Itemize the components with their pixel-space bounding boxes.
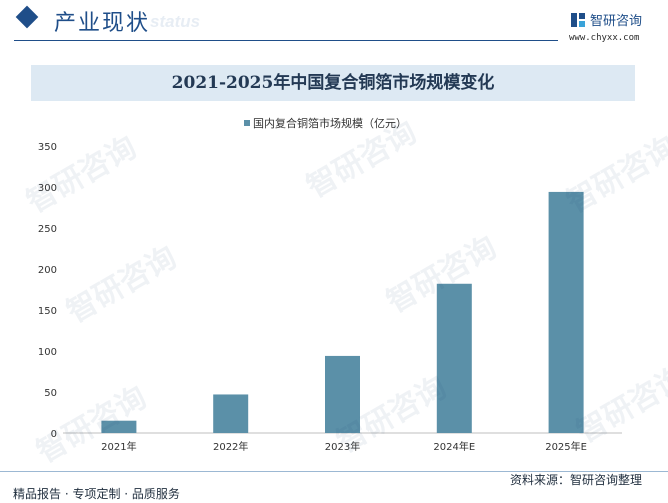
x-tick-label: 2025年E — [545, 440, 587, 453]
y-tick-label: 200 — [38, 265, 57, 276]
logo-icon — [571, 13, 585, 27]
y-tick-label: 150 — [38, 306, 57, 317]
legend-swatch — [244, 120, 250, 126]
header-divider — [14, 40, 558, 41]
x-tick-label: 2022年 — [213, 440, 248, 453]
footer-slogan: 精品报告 · 专项定制 · 品质服务 — [13, 487, 180, 501]
bar — [213, 394, 249, 433]
bar — [436, 283, 472, 433]
section-title: 产业现状 — [54, 11, 151, 36]
website-url[interactable]: www.chyxx.com — [569, 33, 640, 43]
y-tick-label: 250 — [38, 224, 57, 235]
bar — [548, 191, 584, 433]
header: 产业现状 status 智研咨询 www.chyxx.com — [0, 0, 668, 44]
brand-name: 智研咨询 — [590, 14, 643, 29]
y-tick-label: 50 — [44, 388, 57, 399]
bar — [325, 355, 360, 433]
chart-title-band: 2021-2025年中国复合铜箔市场规模变化 — [31, 65, 635, 101]
x-tick-label: 2023年 — [325, 440, 360, 453]
bar — [101, 420, 137, 433]
y-tick-label: 300 — [38, 183, 57, 194]
y-tick-label: 100 — [38, 347, 57, 358]
y-tick-label: 350 — [38, 142, 57, 153]
footer-divider — [0, 471, 668, 472]
x-tick-label: 2021年 — [101, 440, 136, 453]
legend-label: 国内复合铜箔市场规模（亿元） — [253, 117, 407, 130]
legend: 国内复合铜箔市场规模（亿元） — [244, 115, 407, 131]
x-tick-label: 2024年E — [433, 440, 475, 453]
chart-title: 2021-2025年中国复合铜箔市场规模变化 — [171, 73, 495, 93]
footer-source: 资料来源：智研咨询整理 — [510, 473, 643, 487]
y-tick-label: 0 — [51, 429, 57, 440]
ghost-watermark-text: status — [150, 12, 201, 31]
